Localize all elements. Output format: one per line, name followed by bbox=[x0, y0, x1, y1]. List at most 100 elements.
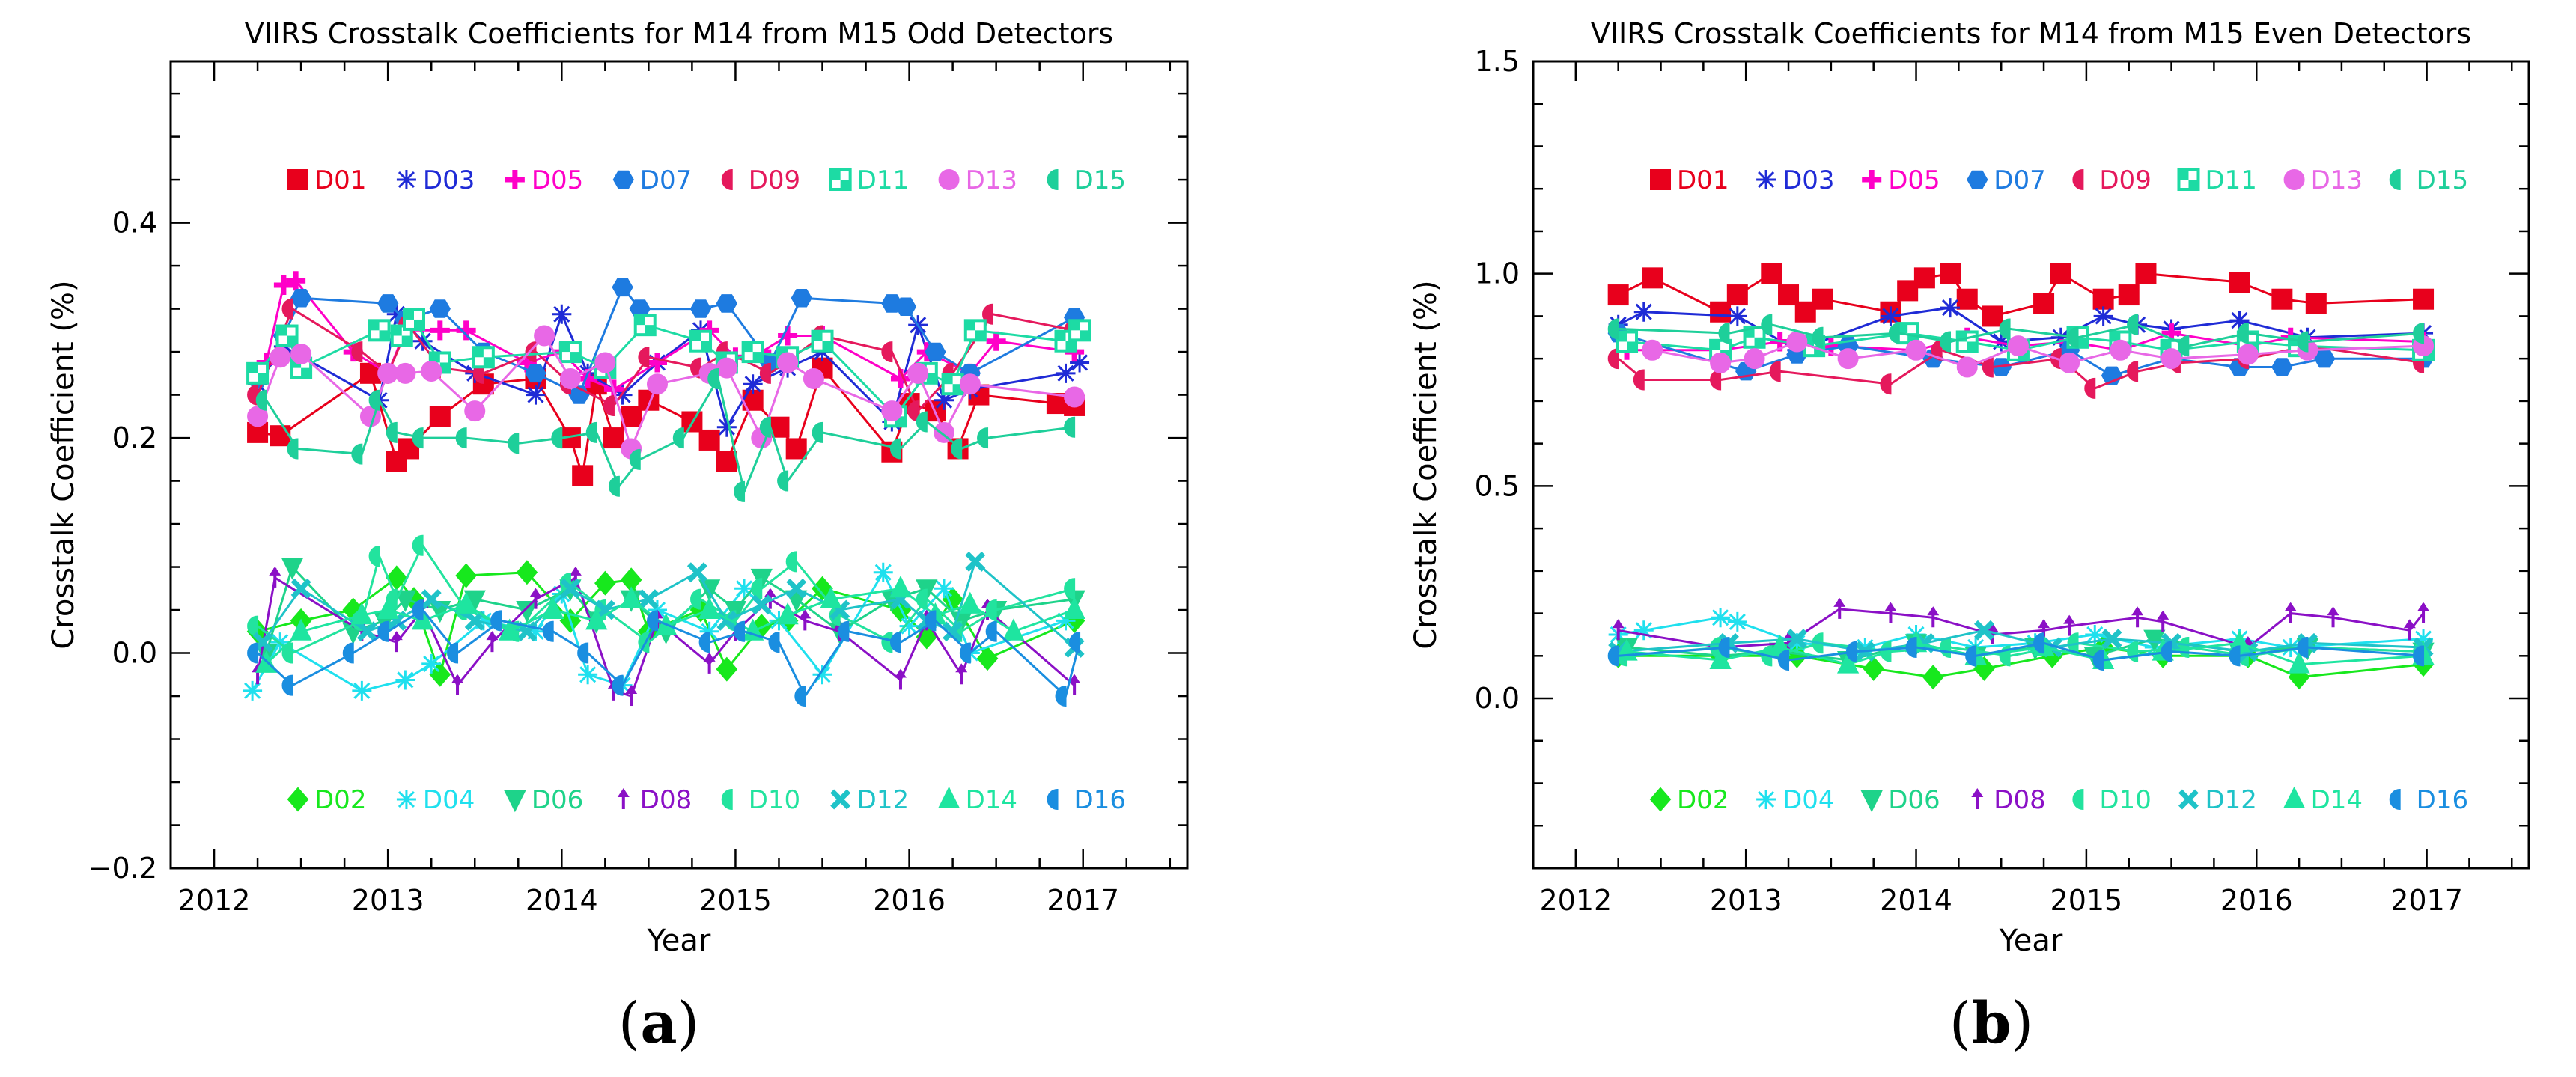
data-point-d01 bbox=[1940, 263, 1961, 284]
data-point-d02 bbox=[1922, 665, 1944, 690]
legend-label-d15: D15 bbox=[2417, 165, 2468, 195]
data-point-d14 bbox=[620, 586, 642, 608]
data-point-d08 bbox=[529, 588, 542, 609]
data-point-d13 bbox=[247, 406, 269, 427]
data-point-d14 bbox=[959, 591, 981, 614]
data-point-d11 bbox=[741, 341, 764, 364]
data-point-d16 bbox=[2161, 641, 2172, 662]
y-tick-label: 0.4 bbox=[112, 207, 157, 239]
data-point-d08 bbox=[2063, 614, 2076, 636]
data-point-d08 bbox=[451, 674, 464, 695]
data-point-d16 bbox=[1718, 636, 1730, 658]
data-point-d04 bbox=[1787, 633, 1807, 653]
data-point-d08 bbox=[2403, 619, 2416, 641]
data-point-d11 bbox=[941, 373, 964, 396]
data-point-d04 bbox=[934, 579, 954, 599]
series-d01 bbox=[1607, 263, 2435, 327]
data-point-d15 bbox=[707, 368, 719, 390]
data-point-d15 bbox=[2413, 323, 2425, 344]
data-point-d13 bbox=[377, 362, 399, 384]
data-point-d15 bbox=[386, 421, 398, 443]
data-point-d07 bbox=[791, 289, 812, 308]
data-point-d08 bbox=[2284, 602, 2297, 623]
data-point-d16 bbox=[2229, 645, 2241, 667]
data-point-d07 bbox=[612, 278, 633, 297]
data-point-d15 bbox=[629, 448, 641, 470]
series-line-d08 bbox=[1618, 608, 2425, 649]
data-point-d13 bbox=[881, 400, 903, 422]
data-point-d15 bbox=[608, 475, 620, 497]
y-tick-label: 0.2 bbox=[112, 421, 157, 454]
chart-panel-a: VIIRS Crosstalk Coefficients for M14 fro… bbox=[46, 17, 1189, 958]
data-point-d08 bbox=[1884, 602, 1897, 623]
data-point-d13 bbox=[270, 347, 291, 368]
data-point-d10 bbox=[881, 632, 893, 653]
data-point-d16 bbox=[542, 620, 554, 642]
data-point-d09 bbox=[1880, 373, 1892, 395]
data-point-d13 bbox=[1710, 352, 1732, 373]
legend-marker-d03 bbox=[1756, 170, 1776, 189]
legend-label-d02: D02 bbox=[314, 785, 366, 815]
data-point-d16 bbox=[2092, 649, 2104, 671]
series-d11 bbox=[246, 308, 1091, 428]
data-point-d03 bbox=[934, 390, 954, 410]
data-point-d16 bbox=[1905, 636, 1917, 658]
data-point-d15 bbox=[351, 443, 363, 465]
data-point-d08 bbox=[1612, 619, 1625, 641]
data-point-d01 bbox=[1642, 267, 1663, 289]
data-point-d10 bbox=[2127, 641, 2139, 662]
data-point-d11 bbox=[1068, 319, 1091, 342]
data-point-d14 bbox=[889, 576, 912, 598]
data-point-d03 bbox=[743, 374, 763, 394]
legend-label-d06: D06 bbox=[1888, 785, 1940, 815]
data-point-d01 bbox=[2033, 293, 2055, 314]
data-point-d08 bbox=[2417, 602, 2430, 623]
legend-marker-d14 bbox=[937, 786, 960, 808]
data-point-d16 bbox=[1069, 632, 1081, 653]
data-point-d11 bbox=[1743, 326, 1766, 349]
data-point-d08 bbox=[390, 631, 403, 653]
series-line-d08 bbox=[256, 576, 1076, 698]
legend-marker-d02 bbox=[1649, 787, 1672, 812]
data-point-d11 bbox=[1616, 330, 1639, 353]
y-tick-label: −0.2 bbox=[88, 852, 157, 885]
data-point-d01 bbox=[603, 427, 624, 449]
series-d14 bbox=[255, 576, 1085, 673]
data-point-d14 bbox=[377, 597, 399, 620]
data-point-d05 bbox=[456, 320, 476, 341]
data-point-d01 bbox=[572, 465, 594, 486]
data-point-d16 bbox=[959, 642, 971, 664]
data-point-d05 bbox=[286, 271, 306, 291]
data-point-d03 bbox=[552, 304, 572, 324]
series-line-d09 bbox=[1617, 344, 2424, 390]
legend-label-d01: D01 bbox=[314, 165, 366, 195]
data-point-d06 bbox=[2143, 629, 2166, 652]
data-point-d04 bbox=[1711, 608, 1731, 628]
data-point-d13 bbox=[290, 343, 312, 364]
data-point-d15 bbox=[551, 427, 563, 449]
data-point-d05 bbox=[647, 353, 667, 373]
data-point-d15 bbox=[1718, 323, 1730, 344]
data-point-d11 bbox=[963, 319, 987, 342]
legend-marker-d16 bbox=[2389, 788, 2401, 811]
legend-marker-d11 bbox=[2177, 168, 2200, 191]
x-tick-label: 2012 bbox=[1539, 884, 1612, 917]
data-point-d14 bbox=[542, 597, 564, 620]
data-point-d15 bbox=[889, 438, 901, 460]
data-point-d01 bbox=[2135, 263, 2157, 284]
data-point-d16 bbox=[281, 674, 293, 696]
data-point-d03 bbox=[2229, 311, 2250, 331]
data-point-d13 bbox=[1064, 386, 1085, 408]
data-point-d13 bbox=[534, 325, 555, 347]
data-point-d10 bbox=[638, 632, 650, 653]
legend-top: D01 D03 D05 D07 D09 D11 D13 D15 bbox=[287, 165, 1126, 195]
data-point-d07 bbox=[925, 342, 946, 361]
data-point-d16 bbox=[734, 620, 746, 642]
data-point-d04 bbox=[578, 665, 598, 685]
data-point-d16 bbox=[1607, 645, 1619, 667]
data-point-d10 bbox=[690, 588, 702, 610]
data-point-d10 bbox=[412, 534, 424, 556]
y-axis-label: Crosstalk Coefficient (%) bbox=[46, 280, 81, 649]
legend-label-d07: D07 bbox=[1994, 165, 2045, 195]
data-point-d03 bbox=[1881, 306, 1901, 326]
